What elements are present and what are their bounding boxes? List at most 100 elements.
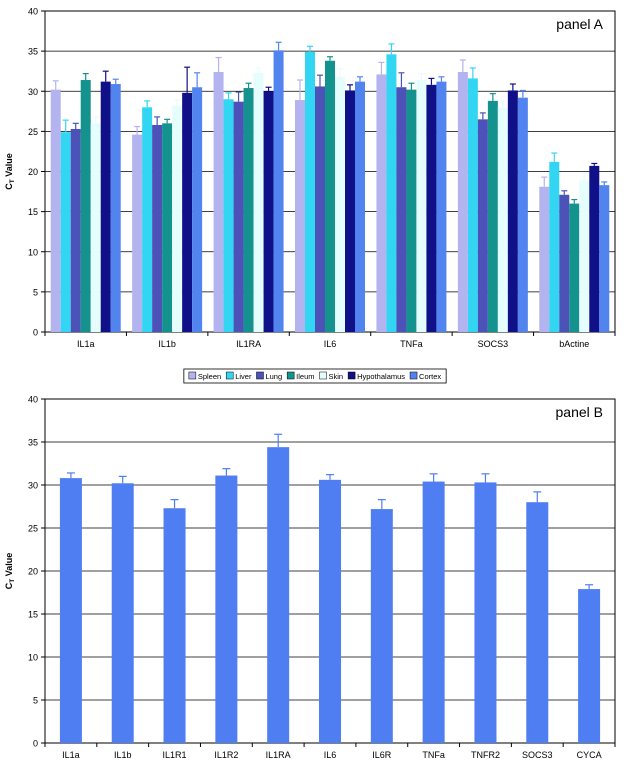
bar	[163, 508, 186, 743]
bar	[295, 100, 305, 332]
bar	[325, 60, 335, 332]
bar	[426, 84, 437, 332]
bar	[345, 90, 355, 332]
legend-swatch	[409, 371, 418, 380]
bar	[172, 105, 183, 332]
legend-panel-a: Spleen Liver Lung Ileum Skin Hypothalamus Cort…	[183, 368, 447, 384]
legend-swatch	[319, 371, 327, 380]
legend-swatch	[188, 371, 197, 380]
bar	[386, 54, 397, 333]
bar	[243, 88, 254, 332]
y-tick-label: 30	[28, 481, 38, 491]
x-tick-label: TNFa	[400, 339, 423, 349]
y-tick-label: 15	[28, 610, 38, 620]
x-tick-label: IL1b	[158, 339, 176, 349]
legend-swatch	[225, 371, 234, 380]
bar	[142, 107, 153, 332]
legend-label: Lung	[265, 372, 282, 381]
bar	[263, 91, 274, 332]
bar	[110, 84, 121, 332]
bar	[376, 74, 387, 333]
legend-swatch	[256, 371, 264, 380]
bar	[579, 180, 590, 332]
y-tick-label: 35	[28, 47, 38, 57]
bar	[59, 478, 82, 743]
legend-label: Cortex	[419, 372, 441, 381]
y-tick-label: 20	[28, 567, 38, 577]
x-tick-label: TNFR2	[471, 750, 500, 760]
bar	[569, 203, 580, 332]
y-tick-label: 40	[28, 7, 38, 17]
bar	[487, 100, 498, 332]
bar	[253, 72, 264, 332]
legend-box	[183, 368, 447, 384]
bar	[192, 87, 203, 332]
bar	[549, 161, 560, 332]
bar	[335, 76, 345, 333]
y-tick-label: 40	[28, 395, 38, 405]
x-tick-label: IL1a	[77, 339, 95, 349]
x-tick-label: bActine	[559, 339, 589, 349]
x-tick-label: IL1R1	[163, 750, 187, 760]
x-tick-label: IL1RA	[266, 750, 291, 760]
bar	[267, 447, 290, 743]
legend-label: Ileum	[296, 372, 314, 381]
bar	[182, 92, 193, 332]
x-tick-label: CYCA	[577, 750, 602, 760]
x-tick-label: IL1R2	[214, 750, 238, 760]
bar	[578, 589, 601, 743]
bar	[70, 128, 81, 332]
y-axis-title-subscript: T	[9, 579, 16, 583]
bar	[305, 51, 315, 333]
bar	[319, 479, 341, 743]
chart-panel-a: 0 5 10 15 20 25 30 35 40 CT Value panel A IL1a IL1b I…	[4, 7, 616, 349]
bar	[215, 475, 238, 743]
bar	[273, 50, 284, 332]
bar	[396, 87, 407, 332]
x-tick-label: TNFa	[422, 750, 445, 760]
y-tick-label: 30	[28, 87, 38, 97]
bar	[497, 107, 508, 332]
bar	[416, 80, 427, 332]
panel-annotation: panel A	[556, 16, 603, 32]
y-axis-title-rest: Value	[4, 553, 14, 579]
bar	[50, 89, 61, 333]
bar	[474, 482, 497, 743]
y-tick-label: 0	[33, 328, 38, 338]
chart-panel-b: 0 5 10 15 20 25 30 35 40 CT Value panel B IL1a IL1b I…	[4, 395, 616, 760]
bar	[152, 124, 163, 332]
x-tick-label: IL6	[324, 339, 337, 349]
x-tick-label: IL6R	[372, 750, 392, 760]
y-tick-label: 5	[33, 287, 38, 297]
bar	[162, 123, 173, 332]
y-tick-label: 10	[28, 247, 38, 257]
bar	[526, 502, 549, 743]
bar	[539, 186, 550, 332]
legend-label: Spleen	[198, 372, 221, 381]
bar	[111, 483, 134, 743]
bar	[467, 78, 478, 332]
y-tick-label: 0	[33, 739, 38, 749]
bar	[507, 90, 518, 332]
y-tick-label: 20	[28, 167, 38, 177]
y-tick-label: 5	[33, 696, 38, 706]
legend-label: Skin	[329, 372, 344, 381]
y-axis-title: CT Value	[4, 553, 16, 590]
legend-swatch	[347, 371, 356, 380]
bar	[406, 89, 417, 333]
x-tick-label: SOCS3	[478, 339, 509, 349]
x-tick-label: IL1a	[62, 750, 80, 760]
y-tick-label: 25	[28, 524, 38, 534]
bar	[233, 101, 244, 333]
bar	[355, 81, 365, 333]
y-tick-label: 35	[28, 438, 38, 448]
bar	[457, 71, 468, 333]
bar	[559, 194, 570, 332]
y-axis-title-main: C	[4, 582, 14, 589]
y-tick-label: 10	[28, 653, 38, 663]
y-tick-label: 15	[28, 207, 38, 217]
legend-swatch	[286, 371, 295, 380]
y-axis-title: CT Value	[4, 153, 16, 190]
bar	[132, 134, 143, 332]
